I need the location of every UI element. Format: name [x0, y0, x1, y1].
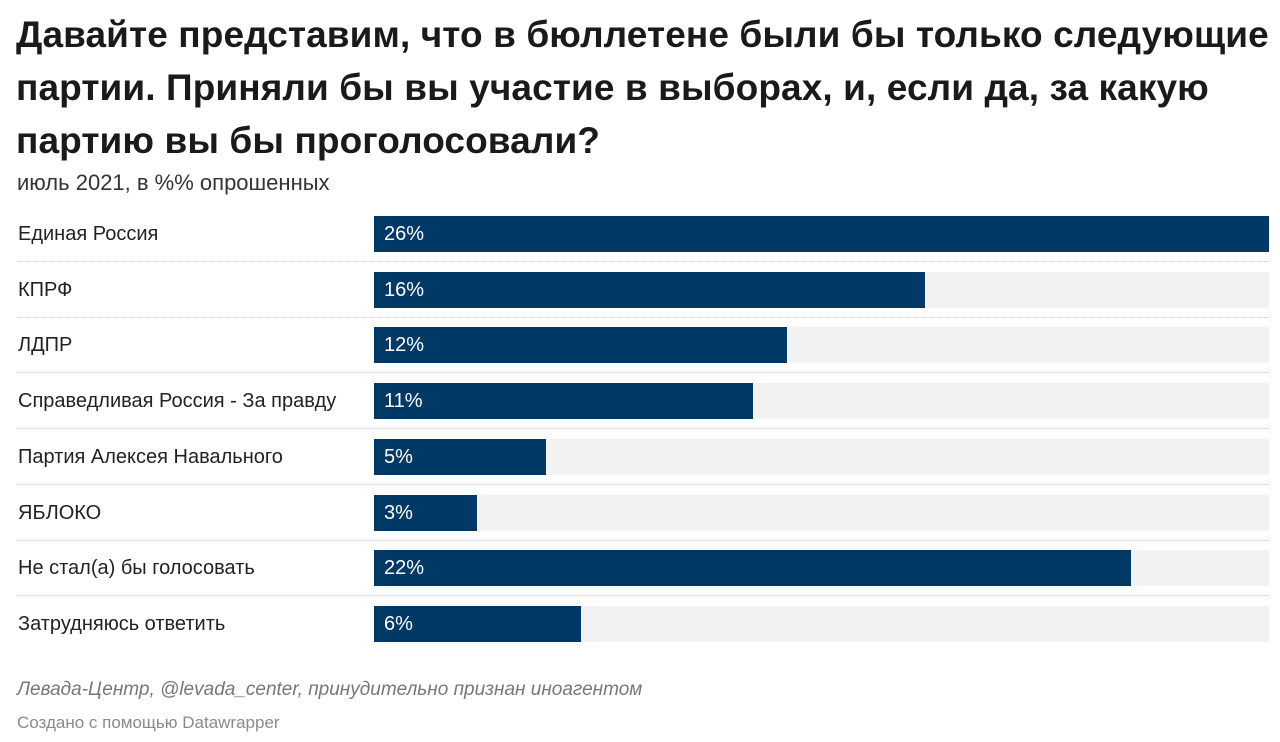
- bar: 26%: [374, 216, 1269, 252]
- category-label: Затрудняюсь ответить: [18, 612, 226, 635]
- bar-track: 5%: [374, 438, 1269, 475]
- bar: 5%: [374, 438, 547, 475]
- category-label: Единая Россия: [18, 223, 159, 245]
- category-label: ЛДПР: [18, 334, 73, 357]
- category-label: Партия Алексея Навального: [18, 445, 283, 468]
- bar: 3%: [374, 494, 478, 531]
- bar: 6%: [374, 605, 581, 642]
- row-separator: [16, 261, 1269, 262]
- bar-value-label: 26%: [384, 223, 425, 245]
- bar-track: 22%: [374, 550, 1269, 587]
- category-label: Не стал(а) бы голосовать: [18, 557, 255, 580]
- chart-title: Давайте представим, что в бюллетене были…: [16, 14, 1269, 161]
- bar-track: 3%: [374, 494, 1269, 531]
- bar-track: 6%: [374, 605, 1269, 642]
- source-note: Левада-Центр, @levada_center, принудител…: [17, 679, 643, 700]
- row-separator: [16, 483, 1269, 485]
- bar-value-label: 5%: [384, 445, 413, 468]
- bar-value-label: 11%: [384, 390, 423, 413]
- bar-value-label: 22%: [384, 557, 425, 580]
- bar-track: 12%: [374, 327, 1269, 364]
- row-separator: [16, 316, 1269, 318]
- bar-value-label: 3%: [384, 501, 413, 524]
- bar-value-label: 12%: [384, 334, 425, 357]
- row-separator: [16, 428, 1269, 430]
- bar-track: 16%: [374, 271, 1269, 308]
- bar-value-label: 16%: [384, 278, 425, 301]
- bar: 12%: [374, 327, 788, 364]
- row-separator: [16, 372, 1269, 374]
- category-label: Справедливая Россия - За правду: [18, 390, 337, 413]
- category-label: ЯБЛОКО: [18, 501, 102, 524]
- row-separator: [16, 595, 1269, 597]
- bar-value-label: 6%: [384, 612, 413, 635]
- bar: 11%: [374, 383, 753, 420]
- bar-track: 11%: [374, 383, 1269, 420]
- bar: 22%: [374, 550, 1132, 587]
- chart-subtitle: июль 2021, в %% опрошенных: [17, 170, 330, 195]
- bar-track: 26%: [374, 216, 1269, 252]
- bar: 16%: [374, 271, 925, 308]
- row-separator: [16, 539, 1269, 541]
- credit-link[interactable]: Создано с помощью Datawrapper: [17, 713, 280, 732]
- category-label: КПРФ: [18, 278, 73, 301]
